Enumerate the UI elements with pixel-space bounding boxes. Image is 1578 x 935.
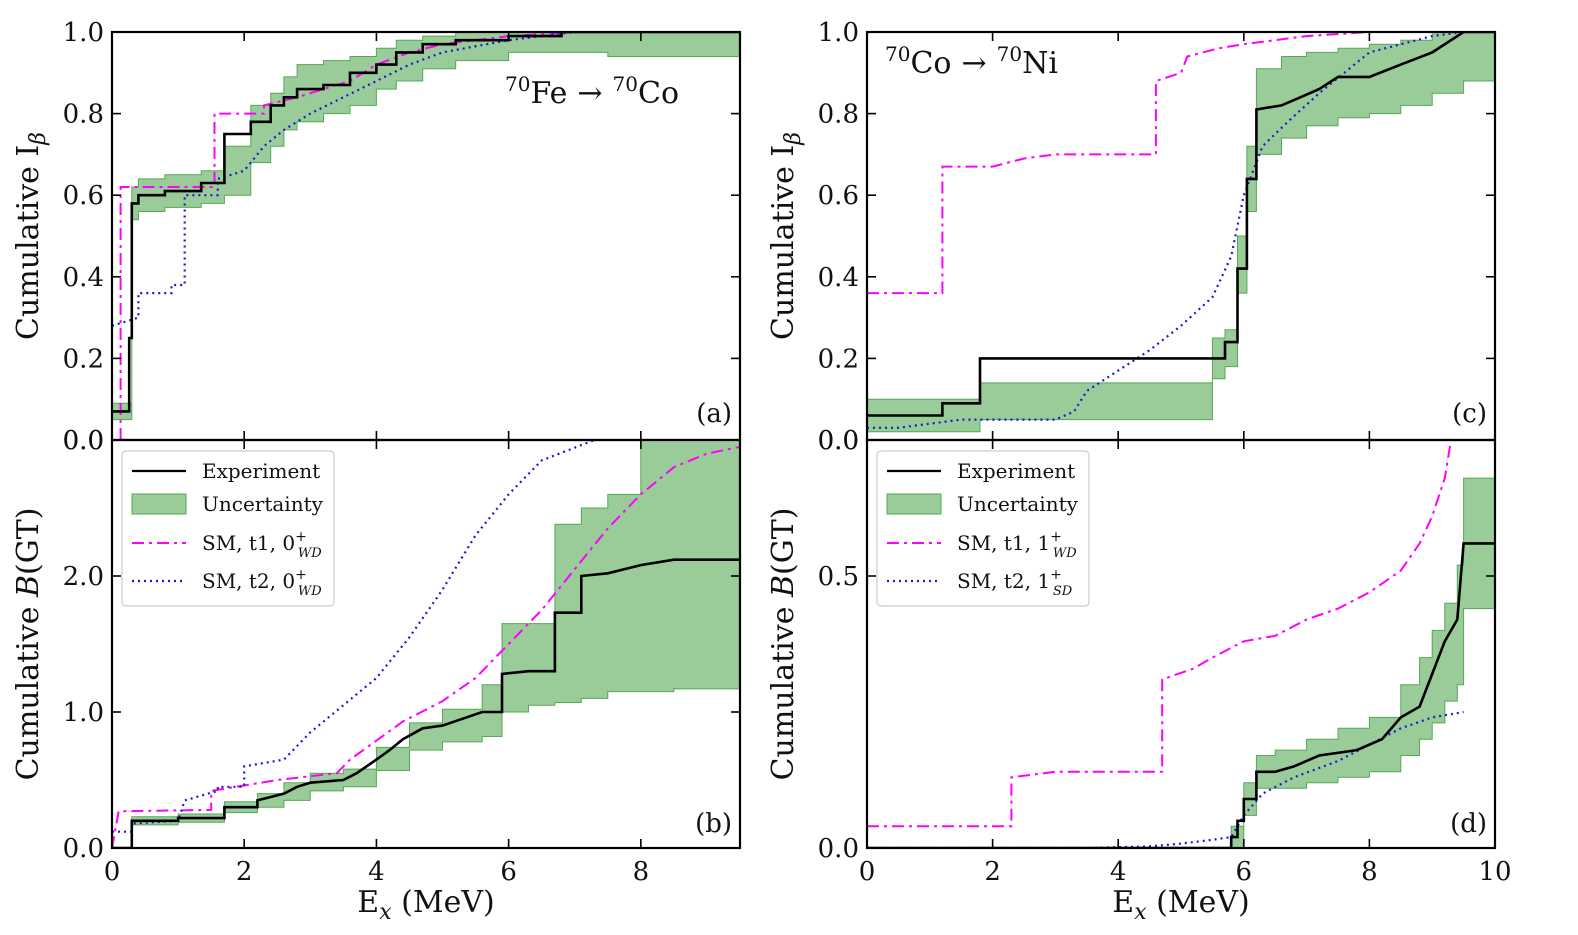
experiment-line-a: [112, 32, 740, 413]
y-tick-label-c: 0.6: [818, 181, 859, 211]
y-tick-label-d: 0.0: [818, 426, 859, 456]
uncertainty-band-b: [112, 440, 740, 848]
panel-label-b: (b): [695, 809, 732, 839]
reaction-annotation-c: 70Co → 70Ni: [885, 42, 1058, 81]
ticks-b: 0.01.02.00.00 2 4 6 8: [63, 426, 740, 887]
plot-area-d: [867, 440, 1495, 848]
y-tick-label-a: 0.4: [63, 263, 104, 293]
legend-left-uncertainty-label: Uncertainty: [202, 492, 324, 516]
sm-t1-line-d: [867, 440, 1452, 828]
x-tick-label-d: 4: [1110, 857, 1127, 887]
legend-right-box: [876, 450, 1090, 607]
panel-label-c: (c): [1452, 399, 1487, 429]
x-tick-label-d: 0: [859, 857, 876, 887]
frame-b: [110, 438, 742, 850]
legend-left-box: [121, 450, 335, 607]
y-tick-label-c: 0.2: [818, 344, 859, 374]
frame-d: [865, 438, 1497, 850]
legend-left-uncertainty-swatch: [131, 493, 187, 515]
plot-area-a: [112, 32, 740, 440]
experiment-line-d: [867, 542, 1495, 848]
x-tick-label-d: 8: [1361, 857, 1378, 887]
sm-t1-line-c: [867, 32, 1495, 295]
plot-area-c: [867, 32, 1495, 433]
panel-c: 0.0 0.2 0.4 0.6 0.8 1.0 (c) 70Co → 70Ni: [818, 18, 1497, 456]
x-tick-label-d: 10: [1478, 857, 1511, 887]
y-axis-label-d: Cumulative B(GT): [766, 508, 801, 781]
x-axis-label-left: Ex (MeV): [357, 885, 494, 925]
legend-right-uncertainty-swatch: [886, 493, 942, 515]
sm-t2-line-d: [867, 710, 1464, 848]
x-tick-label-b: 8: [633, 857, 650, 887]
experiment-line-b: [112, 558, 740, 848]
y-axis-label-c: Cumulative Iβ: [766, 132, 806, 340]
legend-right: Experiment Uncertainty SM, t1, 1+ WD SM, …: [876, 450, 1090, 607]
legend-right-sm-t2-label: SM, t2, 1+ SD: [957, 567, 1073, 599]
x-axis-label-right: Ex (MeV): [1112, 885, 1249, 925]
y-tick-label-b: 0.0: [63, 834, 104, 864]
y-tick-label-a: 0.8: [63, 100, 104, 130]
ticks-a: 0.0 0.2 0.4 0.6 0.8 1.0: [63, 18, 740, 456]
y-tick-label-b: 2.0: [63, 562, 104, 592]
legend-left: Experiment Uncertainty SM, t1, 0+ WD SM, …: [121, 450, 335, 607]
y-axis-label-a: Cumulative Iβ: [11, 132, 51, 340]
y-tick-label-a: 0.2: [63, 344, 104, 374]
x-tick-label-d: 2: [984, 857, 1001, 887]
panel-label-a: (a): [696, 399, 732, 429]
y-tick-label-c: 0.8: [818, 100, 859, 130]
legend-left-sm-t2-label: SM, t2, 0+ WD: [202, 567, 322, 599]
y-tick-label-b: 1.0: [63, 698, 104, 728]
x-tick-label-b: 4: [368, 857, 385, 887]
legend-left-sm-t1-label: SM, t1, 0+ WD: [202, 529, 322, 561]
reaction-annotation-a: 70Fe → 70Co: [505, 72, 679, 111]
x-tick-label-d: 6: [1236, 857, 1253, 887]
legend-left-experiment-label: Experiment: [202, 459, 320, 483]
panel-d: 0.00.50.00 2 4 6 8 10 (d): [818, 426, 1512, 887]
legend-right-uncertainty-label: Uncertainty: [957, 492, 1079, 516]
uncertainty-band-c: [867, 32, 1495, 433]
y-tick-label-a: 0.0: [63, 426, 104, 456]
panel-label-d: (d): [1450, 809, 1487, 839]
y-tick-label-b: 0.0: [63, 426, 104, 456]
x-tick-label-b: 2: [236, 857, 253, 887]
legend-right-sm-t1-label: SM, t1, 1+ WD: [957, 529, 1077, 561]
y-tick-label-c: 0.4: [818, 263, 859, 293]
y-tick-label-a: 0.6: [63, 181, 104, 211]
y-tick-label-d: 0.5: [818, 562, 859, 592]
plot-area-b: [112, 440, 740, 848]
panel-b: 0.01.02.00.00 2 4 6 8 (b): [63, 426, 742, 887]
y-tick-label-a: 1.0: [63, 18, 104, 48]
y-tick-label-c: 0.0: [818, 426, 859, 456]
y-axis-label-b: Cumulative B(GT): [11, 508, 46, 781]
legend-right-experiment-label: Experiment: [957, 459, 1075, 483]
y-tick-label-d: 0.0: [818, 834, 859, 864]
y-tick-label-c: 1.0: [818, 18, 859, 48]
ticks-c: 0.0 0.2 0.4 0.6 0.8 1.0: [818, 18, 1496, 456]
x-tick-label-b: 6: [500, 857, 517, 887]
experiment-line-c: [867, 32, 1495, 417]
uncertainty-band-d: [867, 477, 1495, 848]
panel-a: 0.0 0.2 0.4 0.6 0.8 1.0 (a) 70Fe → 70Co: [63, 18, 742, 456]
sm-t2-line-a: [112, 32, 740, 327]
x-tick-label-b: 0: [104, 857, 121, 887]
